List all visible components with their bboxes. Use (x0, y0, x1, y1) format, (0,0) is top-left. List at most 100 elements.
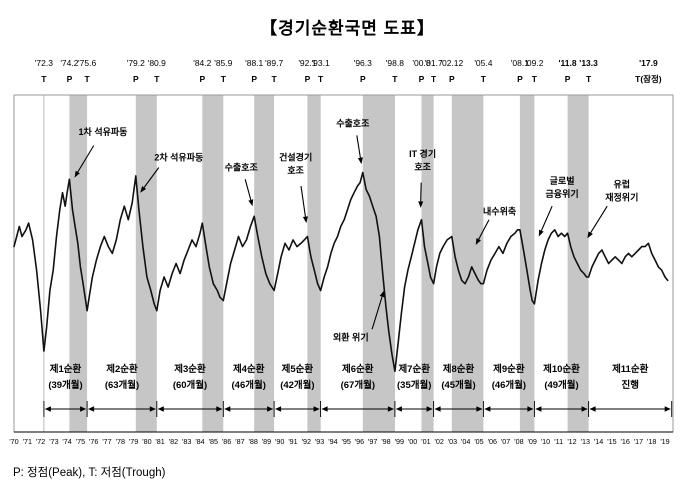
annotation-label: 수출호조 (336, 118, 370, 129)
turning-point-marker: T (431, 74, 437, 84)
cycle-label: 제6순환 (342, 363, 374, 375)
turning-point-date: '79.2 (127, 58, 145, 68)
turning-point-marker: P (419, 74, 425, 84)
x-tick-label: '07 (501, 437, 510, 446)
x-tick-label: '08 (514, 437, 523, 446)
x-tick-label: '71 (23, 437, 32, 446)
turning-point-marker: P (305, 74, 311, 84)
x-tick-label: '80 (142, 437, 151, 446)
turning-point-marker: P (67, 74, 73, 84)
contraction-band (202, 95, 224, 432)
x-tick-label: '04 (461, 437, 470, 446)
cycle-arrowhead-left-icon (589, 406, 596, 412)
turning-point-date: '17.9 (639, 58, 658, 68)
x-tick-label: '74 (62, 437, 71, 446)
turning-point-marker: T(잠정) (635, 74, 662, 84)
turning-point-date: '85.9 (214, 58, 232, 68)
contraction-band (519, 95, 535, 432)
annotation-arrowhead-icon (140, 186, 147, 193)
x-tick-label: '78 (116, 437, 125, 446)
cycle-label: 제3순환 (174, 363, 206, 375)
annotation-label: 수출호조 (225, 162, 259, 173)
x-tick-label: '83 (182, 437, 191, 446)
x-tick-label: '75 (76, 437, 85, 446)
cycle-arrowhead-left-icon (44, 406, 51, 412)
x-tick-label: '98 (381, 437, 390, 446)
turning-point-date: '88.1 (245, 58, 263, 68)
coincident-index-line (13, 171, 669, 373)
cycle-duration: (35개월) (397, 379, 431, 391)
annotation-arrow (77, 145, 95, 173)
x-tick-label: '90 (275, 437, 284, 446)
cycle-label: 제7순환 (398, 363, 430, 375)
x-tick-label: '94 (328, 437, 337, 446)
cycle-arrowhead-right-icon (216, 406, 223, 412)
cycle-duration: (67개월) (341, 379, 375, 391)
turning-point-date: '80.9 (148, 58, 166, 68)
cycle-duration: 진행 (621, 379, 638, 391)
x-tick-label: '17 (634, 437, 643, 446)
cycle-arrowhead-left-icon (275, 406, 282, 412)
x-tick-label: '99 (395, 437, 404, 446)
contraction-band (307, 95, 321, 432)
cycle-label: 제9순환 (493, 363, 525, 375)
annotation-arrowhead-icon (379, 290, 385, 298)
annotation-arrow (420, 182, 422, 202)
annotation-arrowhead-icon (302, 216, 308, 224)
x-tick-label: '73 (49, 437, 58, 446)
x-tick-label: '00 (408, 437, 417, 446)
cycle-label: 제8순환 (443, 363, 475, 375)
annotation-arrow (356, 135, 361, 158)
turning-point-marker: P (199, 74, 205, 84)
x-tick-label: '18 (647, 437, 656, 446)
x-tick-label: '79 (129, 437, 138, 446)
turning-point-date: '89.7 (265, 58, 283, 68)
cycle-arrowhead-left-icon (88, 406, 95, 412)
cycle-label: 제10순환 (543, 363, 580, 375)
x-tick-label: '70 (9, 437, 18, 446)
x-tick-label: '19 (660, 437, 669, 446)
turning-point-marker: T (84, 74, 90, 84)
turning-point-marker: T (154, 74, 160, 84)
turning-point-date: '13.3 (579, 58, 598, 68)
cycle-arrowhead-right-icon (313, 406, 320, 412)
cycle-arrowhead-left-icon (157, 406, 164, 412)
turning-point-date: '96.3 (354, 58, 372, 68)
cycle-arrowhead-right-icon (149, 406, 156, 412)
x-tick-label: '13 (581, 437, 590, 446)
cycle-label: 제2순환 (106, 363, 138, 375)
cycle-arrowhead-left-icon (535, 406, 542, 412)
cycle-arrowhead-right-icon (80, 406, 87, 412)
x-tick-label: '15 (607, 437, 616, 446)
x-tick-label: '09 (528, 437, 537, 446)
turning-point-marker: T (221, 74, 227, 84)
annotation-arrowhead-icon (418, 201, 424, 208)
cycle-label: 제11순환 (612, 363, 649, 375)
x-tick-label: '12 (567, 437, 576, 446)
cycle-label: 제4순환 (233, 363, 265, 375)
x-tick-label: '96 (355, 437, 364, 446)
cycle-arrowhead-right-icon (581, 406, 588, 412)
x-tick-label: '86 (222, 437, 231, 446)
annotation-arrow (143, 167, 160, 188)
contraction-band (362, 95, 395, 432)
x-tick-label: '87 (235, 437, 244, 446)
x-tick-label: '11 (554, 437, 563, 446)
cycle-arrowhead-left-icon (321, 406, 328, 412)
x-tick-label: '76 (89, 437, 98, 446)
annotation-arrowhead-icon (475, 238, 481, 245)
turning-point-marker: P (251, 74, 257, 84)
turning-point-date: '75.6 (78, 58, 96, 68)
annotation-label: IT 경기 호조 (409, 148, 436, 172)
annotation-arrow (478, 219, 490, 240)
cycle-duration: (49개월) (544, 379, 578, 391)
x-tick-label: '03 (448, 437, 457, 446)
x-tick-label: '81 (155, 437, 164, 446)
peak-trough-note: P: 정점(Peak), T: 저점(Trough) (13, 467, 166, 479)
turning-point-date: '00.8 (412, 58, 430, 68)
turning-point-date: '93.1 (312, 58, 330, 68)
x-tick-label: '10 (541, 437, 550, 446)
x-tick-label: '91 (288, 437, 297, 446)
turning-point-marker: T (481, 74, 487, 84)
